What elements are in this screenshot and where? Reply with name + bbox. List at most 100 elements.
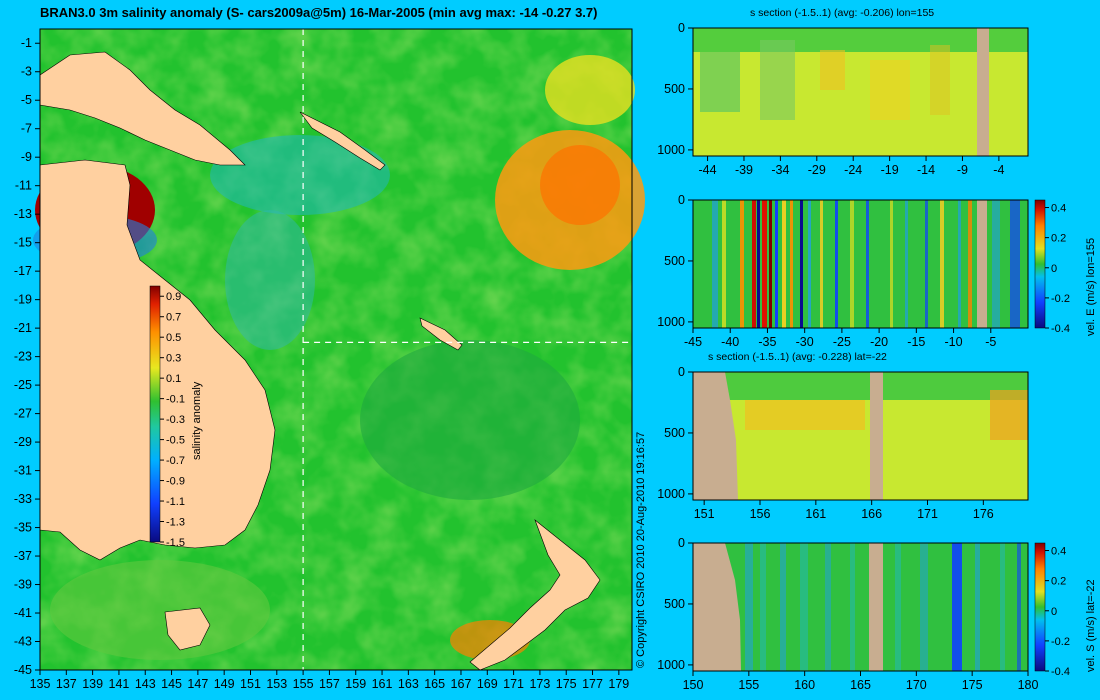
- s3-x-tick-label: 176: [973, 507, 994, 521]
- s2-x-tick-label: -35: [758, 335, 776, 349]
- map-cbar-ticks-label: 0.1: [166, 373, 181, 385]
- s2-cbar-ticks-label: 0: [1051, 263, 1057, 275]
- s2-x-tick-label: -10: [945, 335, 963, 349]
- map-x-tick-label: 167: [451, 677, 472, 691]
- map-land-new-guinea: [39, 51, 246, 166]
- map-colorbar-bar: [149, 285, 161, 543]
- s4-cbar-ticks-label: 0.4: [1051, 546, 1066, 558]
- map-cbar-ticks-label: 0.9: [166, 291, 181, 303]
- s1-x-tick-label: -4: [993, 163, 1004, 177]
- s2-stripes-stripe: [835, 200, 838, 328]
- s2-stripes-stripe: [769, 200, 772, 328]
- s2-stripes-stripe: [850, 200, 854, 328]
- section-2-x-axis: -45 -40 -35 -30 -25 -20 -15 -10 -5: [684, 328, 996, 349]
- section-4-colorbar-bar: [1034, 542, 1046, 672]
- map-colorbar: 0.9 0.7 0.5 0.3 0.1 -0.1 -0.3 -0.5 -0.7 -0.9 -1.1 -…: [149, 285, 203, 549]
- map-y-tick-label: -3: [21, 65, 32, 79]
- map-y-tick-label: -35: [14, 521, 32, 535]
- section-3-warm-band: [745, 400, 865, 430]
- section-4: 150 155 160 165 170 175 180 0 500 1000 0.4 0.2 0 -0…: [657, 536, 1097, 692]
- s2-y-tick-label: 1000: [657, 315, 685, 329]
- map-cbar-ticks-label: -0.7: [166, 455, 185, 467]
- map-x-tick-label: 145: [161, 677, 182, 691]
- map-y-tick-label: -1: [21, 36, 32, 50]
- section-4-colorbar: 0.4 0.2 0 -0.2 -0.4 vel. S (m/s) lat=-22: [1034, 542, 1097, 678]
- section-2-plot: [692, 199, 1029, 329]
- s2-stripes-stripe: [790, 200, 793, 328]
- section-1-band-c: [820, 50, 845, 90]
- map-land-solomon-islands: [299, 111, 386, 171]
- map-y-axis: -1 -3 -5 -7 -9 -11 -13 -15 -17 -19 -21 -23 -25 -27 -29…: [14, 36, 40, 677]
- s3-y-tick-label: 500: [664, 426, 685, 440]
- s4-stripes-stripe: [850, 543, 855, 671]
- map-y-tick-label: -27: [14, 407, 32, 421]
- s2-stripes-stripe: [712, 200, 718, 328]
- map-x-axis: 135 137 139 141 143 145 147 149 151 153 155 157 159 1…: [30, 670, 629, 691]
- map-cbar-ticks-label: -1.5: [166, 537, 185, 549]
- map-colorbar-label: salinity anomaly: [191, 381, 203, 460]
- s4-stripes-stripe: [780, 543, 786, 671]
- s4-cbar-ticks-label: -0.4: [1051, 666, 1070, 678]
- map-y-tick-label: -39: [14, 578, 32, 592]
- s4-stripes-stripe: [745, 543, 753, 671]
- s2-stripes-stripe: [722, 200, 726, 328]
- s2-stripes-stripe: [752, 200, 756, 328]
- map-mid-salinity-region-south: [360, 340, 580, 500]
- section-3-plot: [692, 371, 1029, 501]
- map-high-salinity-region-east-core: [540, 145, 620, 225]
- s2-y-tick-label: 500: [664, 254, 685, 268]
- map-x-tick-label: 143: [135, 677, 156, 691]
- s1-x-tick-label: -34: [771, 163, 789, 177]
- section-4-island: [869, 543, 883, 671]
- map-y-tick-label: -33: [14, 492, 32, 506]
- s4-x-tick-label: 155: [738, 678, 759, 692]
- s2-stripes-stripe: [775, 200, 778, 328]
- s4-stripes-stripe: [975, 543, 980, 671]
- s2-stripes-stripe: [740, 200, 744, 328]
- s3-x-tick-label: 151: [694, 507, 715, 521]
- map-x-tick-label: 141: [109, 677, 130, 691]
- s1-y-tick-label: 500: [664, 82, 685, 96]
- s1-x-tick-label: -14: [917, 163, 935, 177]
- section-1-land: [977, 28, 989, 156]
- map-x-tick-label: 153: [266, 677, 287, 691]
- map-cbar-ticks-label: 0.3: [166, 353, 181, 365]
- section-2-colorbar-bar: [1034, 199, 1046, 329]
- section-1-frame: [692, 27, 1029, 157]
- map-x-tick-label: 135: [30, 677, 51, 691]
- s4-stripes-stripe: [952, 543, 962, 671]
- s2-stripes-stripe: [992, 200, 1000, 328]
- map-x-tick-label: 177: [582, 677, 603, 691]
- map-cbar-ticks-label: -0.3: [166, 414, 185, 426]
- s2-cbar-ticks-label: -0.4: [1051, 323, 1070, 335]
- s4-cbar-ticks-label: 0: [1051, 606, 1057, 618]
- s4-stripes-stripe: [920, 543, 928, 671]
- map-x-tick-label: 149: [214, 677, 235, 691]
- s1-x-tick-label: -9: [957, 163, 968, 177]
- section-4-velocity-stripes: [745, 543, 1021, 671]
- map-x-tick-label: 147: [187, 677, 208, 691]
- s3-x-tick-label: 171: [917, 507, 938, 521]
- s2-stripes-stripe: [1010, 200, 1020, 328]
- map-y-tick-label: -21: [14, 321, 32, 335]
- map-y-tick-label: -25: [14, 378, 32, 392]
- s4-x-tick-label: 150: [683, 678, 704, 692]
- map-x-tick-label: 163: [398, 677, 419, 691]
- section-2-bg: [693, 200, 1028, 328]
- map-chart: 135 137 139 141 143 145 147 149 151 153 155 157 159 1…: [14, 28, 645, 691]
- section-2-frame: [692, 199, 1029, 329]
- section-4-plot: [692, 542, 1029, 672]
- s2-stripes-stripe: [782, 200, 786, 328]
- s2-x-tick-label: -15: [907, 335, 925, 349]
- s4-y-tick-label: 500: [664, 597, 685, 611]
- s2-stripes-stripe: [820, 200, 823, 328]
- section-1-title: s section (-1.5..1) (avg: -0.206) lon=15…: [750, 7, 934, 19]
- s1-x-tick-label: -39: [735, 163, 753, 177]
- s4-y-tick-label: 1000: [657, 658, 685, 672]
- map-y-tick-label: -9: [21, 150, 32, 164]
- section-4-colorbar-ticks: 0.4 0.2 0 -0.2 -0.4: [1045, 546, 1070, 678]
- s2-stripes-stripe: [762, 200, 767, 328]
- s2-stripes-stripe: [866, 200, 869, 328]
